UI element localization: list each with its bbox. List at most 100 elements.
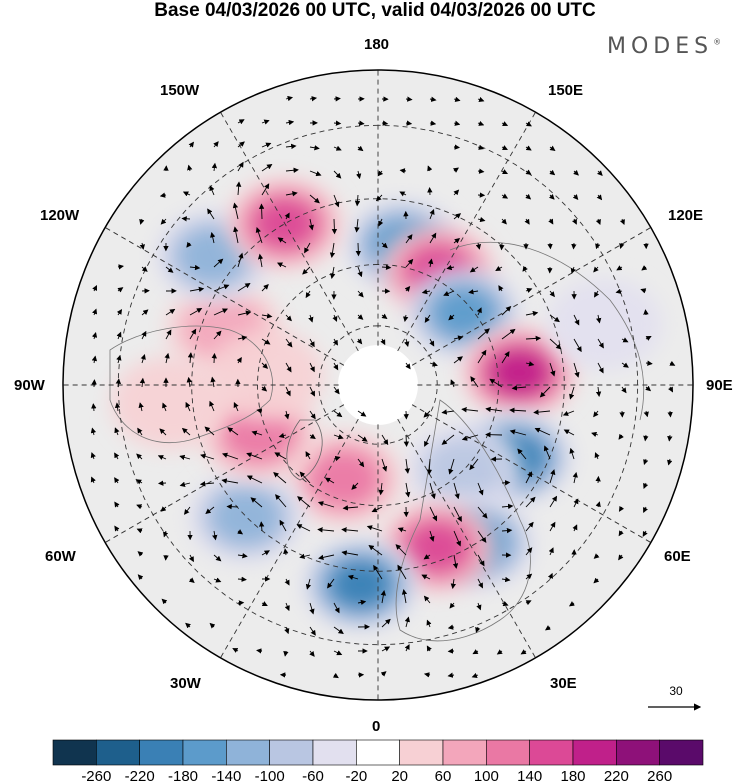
wind-vector — [90, 452, 96, 460]
wind-vector — [114, 525, 120, 532]
wind-vector — [304, 242, 311, 254]
wind-vector — [285, 95, 294, 102]
wind-vector — [501, 480, 511, 486]
wind-vector — [232, 648, 239, 653]
wind-vector — [450, 379, 456, 388]
wind-vector — [472, 649, 479, 655]
wind-vector — [501, 169, 509, 174]
wind-vector — [618, 530, 624, 537]
anomaly-cell — [188, 470, 305, 564]
wind-vector — [160, 506, 167, 512]
wind-vector — [351, 482, 359, 490]
wind-vector — [354, 194, 361, 207]
wind-vector — [477, 144, 485, 150]
wind-vector — [549, 338, 562, 350]
wind-vector — [499, 242, 505, 251]
wind-vector — [397, 564, 407, 580]
colorbar-swatch — [616, 739, 660, 766]
wind-vector — [357, 434, 368, 442]
wind-vector — [427, 165, 433, 172]
wind-vector — [371, 506, 383, 513]
wind-vector — [213, 577, 222, 583]
wind-vector — [423, 672, 431, 678]
wind-vector — [642, 530, 648, 537]
wind-vector — [591, 431, 599, 438]
wind-vector — [246, 452, 263, 460]
wind-vector — [572, 218, 577, 225]
wind-vector — [185, 622, 191, 629]
wind-vector — [212, 530, 218, 541]
colorbar-tick-label: 220 — [604, 768, 629, 783]
wind-vector — [189, 264, 201, 271]
wind-vector — [256, 408, 263, 414]
wind-vector — [114, 501, 120, 508]
colorbar-swatch — [269, 739, 314, 766]
wind-vector — [189, 286, 205, 293]
wind-vector — [377, 170, 384, 177]
wind-vector — [525, 600, 532, 606]
colorbar-swatch — [226, 739, 270, 766]
wind-vector — [501, 601, 509, 607]
lon-label-60e: 60E — [664, 548, 691, 565]
wind-vector — [210, 376, 216, 388]
wind-vector — [135, 479, 143, 485]
colorbar-tick-label: -180 — [168, 768, 198, 783]
wind-vector — [332, 314, 338, 322]
wind-vector — [273, 472, 287, 484]
wind-vector — [643, 506, 648, 513]
wind-vector — [285, 386, 291, 397]
colorbar-tick-label: -60 — [302, 768, 324, 783]
wind-vector — [236, 356, 242, 364]
modes-logo: MODES® — [607, 34, 721, 59]
wind-vector — [237, 529, 244, 535]
wind-vector — [204, 426, 215, 436]
wind-vector — [139, 218, 145, 225]
wind-vector — [593, 266, 599, 273]
wind-vector — [426, 458, 433, 476]
colorbar-tick-label: 180 — [560, 768, 585, 783]
wind-vector — [549, 169, 556, 176]
wind-vector — [255, 227, 263, 244]
wind-vector — [380, 671, 387, 677]
wind-vector — [669, 360, 676, 366]
colorbar-swatch — [529, 739, 574, 766]
wind-vector — [333, 194, 340, 208]
wind-vector — [429, 96, 437, 102]
wind-vector — [116, 331, 122, 340]
meridian — [104, 404, 345, 543]
wind-vector — [401, 589, 408, 604]
wind-vector — [404, 616, 410, 628]
colorbar-tick-label: 60 — [435, 768, 452, 783]
wind-vector — [186, 376, 192, 388]
wind-vector — [333, 626, 344, 634]
wind-vector — [477, 120, 485, 126]
wind-vector — [285, 338, 293, 348]
lon-label-90e: 90E — [706, 377, 733, 394]
wind-vector — [200, 453, 215, 460]
wind-vector — [285, 314, 292, 322]
wind-vector — [137, 574, 144, 581]
wind-vector — [309, 650, 315, 657]
lon-label-0: 0 — [372, 718, 381, 735]
wind-vector — [645, 385, 652, 392]
wind-vector — [261, 164, 273, 172]
wind-vector — [621, 337, 629, 343]
colorbar-tick-label: 20 — [391, 768, 408, 783]
colorbar-tick-label: -220 — [125, 768, 155, 783]
lon-label-30e: 30E — [550, 675, 577, 692]
wind-vector — [261, 385, 268, 392]
wind-vector — [92, 308, 98, 316]
graticule — [63, 70, 693, 700]
wind-vector — [447, 624, 455, 630]
wind-vector — [257, 253, 264, 268]
wind-vector — [333, 455, 341, 462]
wind-vector — [548, 193, 555, 200]
wind-vector — [572, 524, 578, 532]
wind-vector — [213, 258, 224, 268]
wind-vector — [549, 469, 556, 484]
wind-vector — [357, 410, 367, 417]
wind-vector — [403, 434, 410, 447]
wind-vector — [308, 314, 314, 323]
wind-vector — [429, 361, 438, 367]
